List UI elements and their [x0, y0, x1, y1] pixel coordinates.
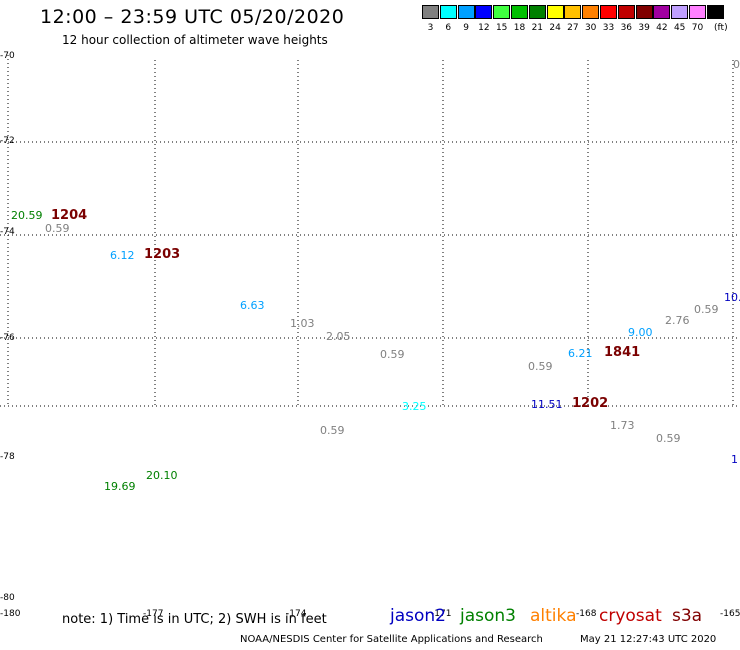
swh-value: 20.10	[146, 469, 178, 482]
pass-time-label: 1204	[51, 208, 88, 223]
swh-value: 1.03	[290, 317, 315, 330]
swh-value: 2.76	[665, 314, 690, 327]
page-title: 12:00 – 23:59 UTC 05/20/2020	[40, 6, 345, 28]
legend-unit: (ft)	[714, 23, 728, 33]
page-subtitle: 12 hour collection of altimeter wave hei…	[62, 33, 328, 47]
legend-swatch	[493, 5, 511, 19]
legend-tick-label: 6	[445, 23, 452, 33]
lat-tick: -74	[0, 227, 15, 237]
swh-value: 20.59	[11, 209, 43, 222]
swh-value: 0.59	[380, 348, 405, 361]
edge-label: 10.	[724, 291, 740, 304]
lon-tick: -168	[576, 609, 597, 619]
legend-swatch	[600, 5, 617, 19]
graticule	[0, 55, 740, 407]
generated-timestamp: May 21 12:27:43 UTC 2020	[580, 634, 717, 645]
swh-value: 0.59	[694, 303, 719, 316]
legend-tick-label: 24	[549, 23, 561, 33]
pass-time-label: 1203	[144, 247, 181, 262]
legend-swatch	[457, 5, 475, 19]
legend-tick-label: 33	[602, 23, 615, 33]
swh-value: 0.59	[656, 432, 681, 445]
legend-swatch	[528, 5, 546, 19]
swh-value: 6.12	[110, 249, 135, 262]
legend-swatch	[635, 5, 653, 19]
legend-tick-label: 21	[531, 23, 544, 33]
legend-swatch	[511, 5, 528, 19]
lat-tick: -76	[0, 333, 15, 343]
lat-tick: -72	[0, 136, 15, 146]
legend-swatch	[439, 5, 457, 19]
satellite-s3a: s3a	[672, 606, 703, 626]
satellite-cryosat: cryosat	[599, 606, 662, 626]
legend-tick-label: 12	[478, 23, 490, 33]
satellite-jason2: jason2	[390, 606, 446, 626]
swh-value: 9.00	[628, 326, 653, 339]
footer-note: note: 1) Time is in UTC; 2) SWH is in fe…	[62, 612, 327, 627]
lon-tick: -171	[431, 609, 452, 619]
legend-tick-label: 70	[691, 23, 704, 33]
legend-tick-label: 45	[673, 23, 686, 33]
legend-tick-label: 15	[495, 23, 508, 33]
legend-tick-label: 30	[584, 23, 597, 33]
legend-tick-label: 3	[427, 23, 434, 33]
credit-line: NOAA/NESDIS Center for Satellite Applica…	[240, 634, 543, 645]
legend-tick-label: 18	[513, 23, 526, 33]
pass-time-label: 1202	[572, 396, 609, 411]
legend-swatch	[475, 5, 493, 19]
lon-tick: -180	[0, 609, 21, 619]
satellite-altika: altika	[530, 606, 577, 626]
legend-tick-label: 36	[620, 23, 633, 33]
swh-value: 0.59	[320, 424, 345, 437]
legend-swatch	[582, 5, 600, 19]
legend-swatch	[706, 5, 724, 19]
legend-tick-label: 9	[463, 23, 469, 33]
swh-value: 1.73	[610, 419, 635, 432]
swh-value: 0.59	[528, 360, 553, 373]
lon-tick: -165	[720, 609, 740, 619]
legend-tick-label: 42	[656, 23, 668, 33]
legend-swatch	[689, 5, 706, 19]
swh-value: 6.63	[240, 299, 265, 312]
legend-swatch	[671, 5, 689, 19]
swh-value: 19.69	[104, 480, 136, 493]
edge-label: 0	[733, 58, 740, 71]
pass-time-label: 1841	[604, 345, 641, 360]
legend-swatch	[617, 5, 635, 19]
lat-tick: -80	[0, 593, 15, 603]
swh-value: 6.21	[568, 347, 593, 360]
swh-value: 11.51	[531, 398, 563, 411]
lat-tick: -78	[0, 452, 15, 462]
lon-tick: -174	[286, 609, 307, 619]
satellite-jason3: jason3	[460, 606, 516, 626]
legend-swatch	[422, 5, 439, 19]
legend-swatch	[653, 5, 671, 19]
legend-swatch	[564, 5, 582, 19]
edge-label: 1	[731, 453, 738, 466]
legend-tick-label: 27	[567, 23, 579, 33]
legend-swatch	[546, 5, 564, 19]
lon-tick: -177	[143, 609, 164, 619]
swh-value: 3.25	[402, 400, 427, 413]
swh-value: 0.59	[45, 222, 70, 235]
swh-value: 2.05	[326, 330, 351, 343]
lat-tick: -70	[0, 51, 15, 61]
legend-tick-label: 39	[638, 23, 650, 33]
